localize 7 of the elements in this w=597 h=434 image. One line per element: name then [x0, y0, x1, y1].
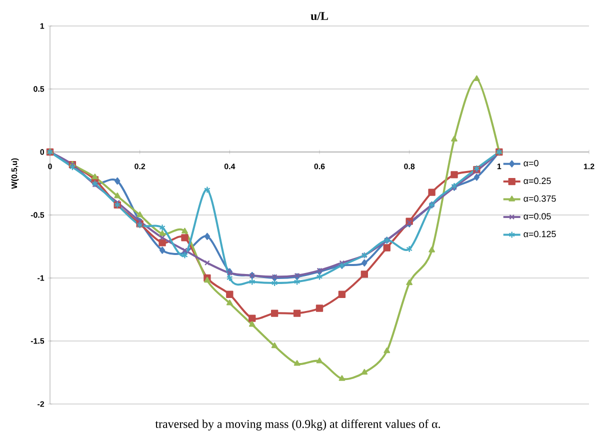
legend-label: α=0.05 [524, 213, 551, 220]
legend-label: α=0 [524, 160, 538, 166]
legend-label: α=0.125 [524, 230, 556, 238]
text: traversed by a moving mass (0.9kg) at different values of α. [155, 419, 440, 430]
chart-title: u/L [310, 12, 328, 20]
legend-label: α=0.25 [524, 178, 551, 184]
legend-label: α=0.375 [524, 195, 556, 202]
